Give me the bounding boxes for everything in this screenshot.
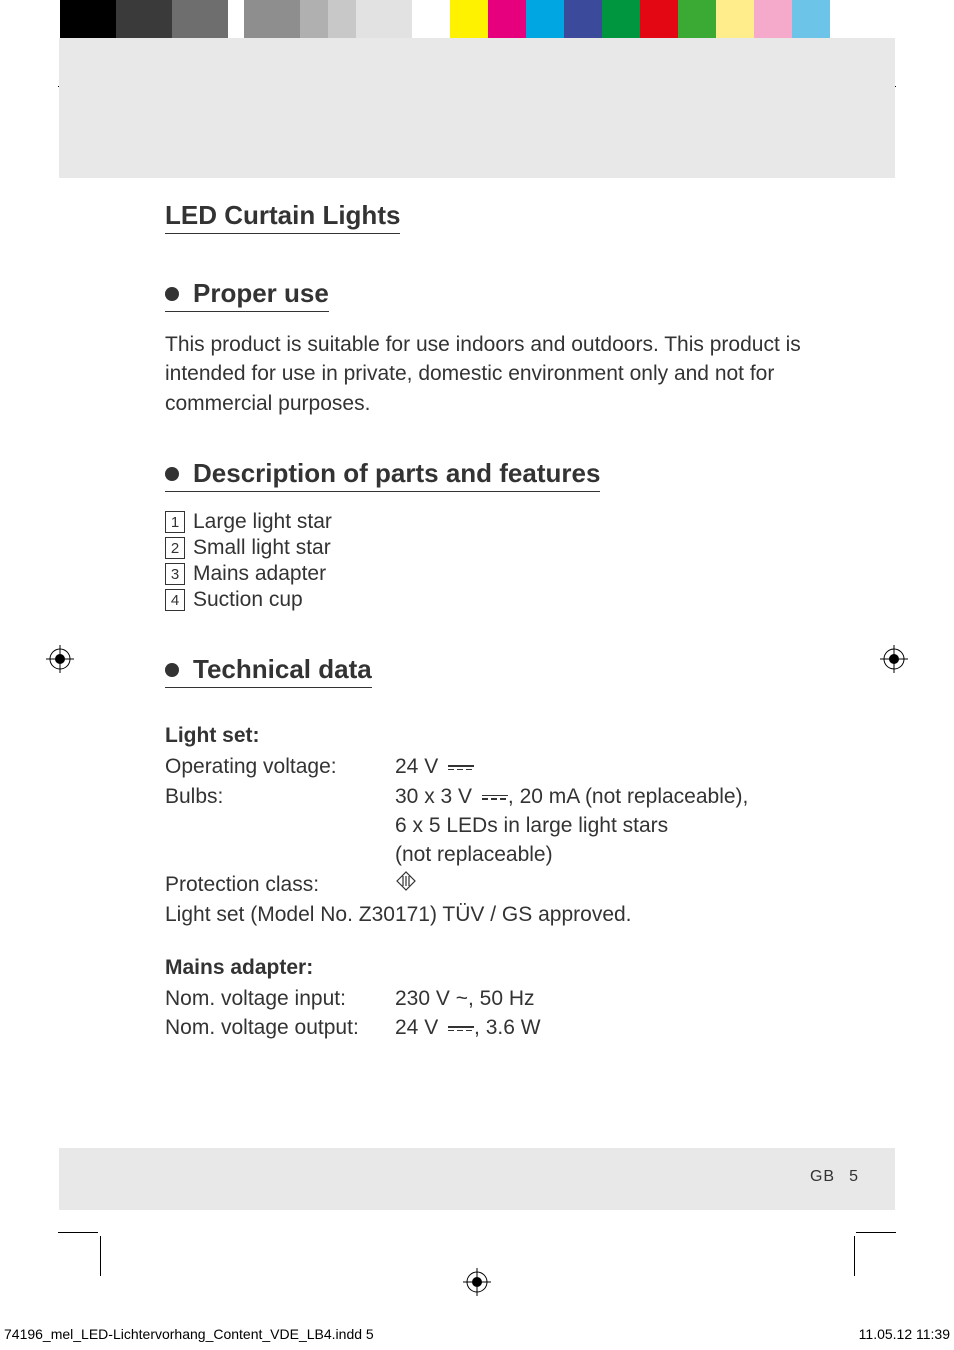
crop-mark bbox=[856, 1232, 896, 1233]
color-swatch bbox=[116, 0, 172, 38]
color-swatch bbox=[754, 0, 792, 38]
parts-list-item: 1 Large light star bbox=[165, 510, 805, 534]
spec-label: Operating voltage: bbox=[165, 752, 395, 781]
color-swatch bbox=[300, 0, 328, 38]
color-swatch bbox=[716, 0, 754, 38]
color-swatch bbox=[412, 0, 450, 38]
bullet-icon bbox=[165, 663, 179, 677]
heading-text: Technical data bbox=[193, 654, 372, 685]
color-swatch bbox=[450, 0, 488, 38]
section-heading-proper-use: Proper use bbox=[165, 278, 329, 312]
part-label: Suction cup bbox=[193, 588, 303, 612]
bullet-icon bbox=[165, 287, 179, 301]
spec-value-text: 30 x 3 V bbox=[395, 785, 472, 808]
spec-value: (not replaceable) bbox=[395, 840, 805, 869]
spec-label: Nom. voltage output: bbox=[165, 1013, 395, 1042]
color-swatch bbox=[244, 0, 300, 38]
part-label: Mains adapter bbox=[193, 562, 326, 586]
part-number-box: 4 bbox=[165, 589, 185, 611]
spec-value-text: , 3.6 W bbox=[474, 1016, 541, 1039]
page-no: 5 bbox=[849, 1168, 859, 1185]
registration-mark-bottom bbox=[463, 1268, 491, 1296]
light-set-specs: Operating voltage: 24 V Bulbs: 30 x 3 V … bbox=[165, 752, 805, 900]
spec-label: Protection class: bbox=[165, 870, 395, 901]
spec-value-text: , 20 mA (not replaceable), bbox=[508, 785, 748, 808]
page-title: LED Curtain Lights bbox=[165, 200, 400, 234]
crop-mark bbox=[100, 1236, 101, 1276]
section-heading-technical: Technical data bbox=[165, 654, 372, 688]
spec-value: 30 x 3 V , 20 mA (not replaceable), bbox=[395, 782, 805, 811]
approval-text: Light set (Model No. Z30171) TÜV / GS ap… bbox=[165, 900, 805, 929]
registration-mark-left bbox=[46, 645, 74, 673]
print-color-bar bbox=[0, 0, 954, 38]
color-swatch bbox=[526, 0, 564, 38]
spec-value: 24 V , 3.6 W bbox=[395, 1013, 805, 1042]
heading-text: Proper use bbox=[193, 278, 329, 309]
spec-value bbox=[395, 870, 805, 901]
color-swatch bbox=[678, 0, 716, 38]
spec-label: Nom. voltage input: bbox=[165, 984, 395, 1013]
proper-use-body: This product is suitable for use indoors… bbox=[165, 330, 805, 418]
color-swatch bbox=[328, 0, 356, 38]
part-label: Small light star bbox=[193, 536, 331, 560]
parts-list-item: 4 Suction cup bbox=[165, 588, 805, 612]
page-content: LED Curtain Lights Proper use This produ… bbox=[165, 190, 805, 1043]
indesign-slug: 74196_mel_LED-Lichtervorhang_Content_VDE… bbox=[0, 1326, 954, 1342]
color-swatch bbox=[602, 0, 640, 38]
spec-value: 230 V ~, 50 Hz bbox=[395, 984, 805, 1013]
parts-list-item: 3 Mains adapter bbox=[165, 562, 805, 586]
header-band bbox=[59, 38, 895, 178]
parts-list: 1 Large light star 2 Small light star 3 Mains… bbox=[165, 510, 805, 612]
color-swatch bbox=[60, 0, 116, 38]
color-swatch bbox=[830, 0, 860, 38]
color-swatch bbox=[488, 0, 526, 38]
dc-symbol-icon bbox=[448, 1026, 474, 1031]
footer-band bbox=[59, 1148, 895, 1210]
dc-symbol-icon bbox=[448, 765, 474, 770]
mains-adapter-title: Mains adapter: bbox=[165, 956, 805, 980]
registration-mark-right bbox=[880, 645, 908, 673]
part-number-box: 2 bbox=[165, 537, 185, 559]
color-swatch bbox=[172, 0, 228, 38]
part-label: Large light star bbox=[193, 510, 332, 534]
country-code: GB bbox=[810, 1168, 835, 1185]
color-swatch bbox=[228, 0, 244, 38]
indd-file: 74196_mel_LED-Lichtervorhang_Content_VDE… bbox=[4, 1326, 374, 1342]
spec-label: Bulbs: bbox=[165, 782, 395, 811]
crop-mark bbox=[854, 1236, 855, 1276]
page-number: GB 5 bbox=[810, 1168, 859, 1186]
bullet-icon bbox=[165, 467, 179, 481]
dc-symbol-icon bbox=[482, 795, 508, 800]
heading-text: Description of parts and features bbox=[193, 458, 600, 489]
section-heading-parts: Description of parts and features bbox=[165, 458, 600, 492]
color-swatch bbox=[792, 0, 830, 38]
crop-mark bbox=[58, 1232, 98, 1233]
indd-time: 11.05.12 11:39 bbox=[859, 1326, 950, 1342]
color-swatch bbox=[640, 0, 678, 38]
spec-value-text: 24 V bbox=[395, 755, 438, 778]
part-number-box: 1 bbox=[165, 511, 185, 533]
class3-symbol-icon bbox=[395, 870, 417, 900]
color-swatch bbox=[356, 0, 412, 38]
color-swatch bbox=[0, 0, 60, 38]
spec-value: 6 x 5 LEDs in large light stars bbox=[395, 811, 805, 840]
color-swatch bbox=[564, 0, 602, 38]
parts-list-item: 2 Small light star bbox=[165, 536, 805, 560]
mains-adapter-specs: Nom. voltage input: 230 V ~, 50 Hz Nom. … bbox=[165, 984, 805, 1043]
spec-value: 24 V bbox=[395, 752, 805, 781]
spec-value-text: 24 V bbox=[395, 1016, 438, 1039]
light-set-title: Light set: bbox=[165, 724, 805, 748]
part-number-box: 3 bbox=[165, 563, 185, 585]
